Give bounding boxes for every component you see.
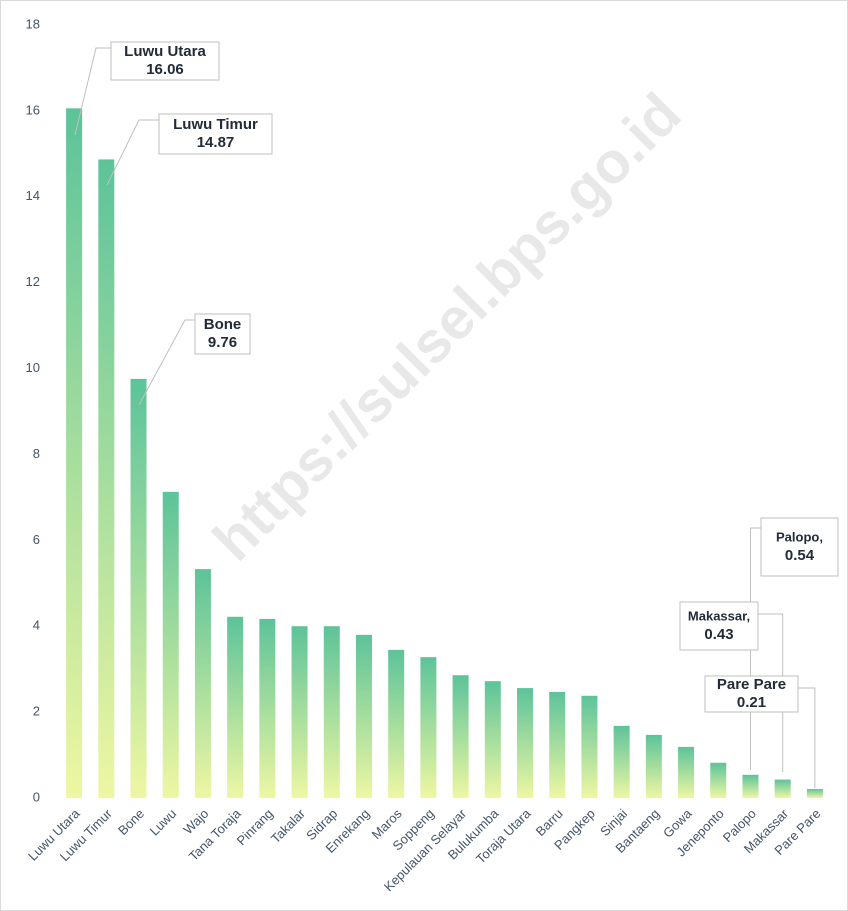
bar — [355, 634, 372, 798]
y-tick-label: 2 — [33, 704, 40, 719]
callout-name: Luwu Utara — [124, 43, 206, 60]
y-tick-label: 18 — [26, 16, 40, 31]
callout-box — [158, 113, 273, 155]
callout-box — [704, 675, 799, 713]
bar — [645, 734, 662, 798]
callout: Makassar, 0.43 — [679, 601, 784, 772]
bar — [420, 657, 437, 798]
callout-value: 0.21 — [737, 694, 766, 711]
callout-box — [760, 517, 839, 577]
bar — [806, 788, 823, 798]
bar — [581, 695, 598, 798]
bar — [66, 108, 83, 798]
bar — [194, 569, 211, 798]
y-tick-label: 12 — [26, 274, 40, 289]
callout-box — [194, 313, 251, 355]
bar — [388, 649, 405, 798]
callout: Palopo, 0.54 — [749, 517, 839, 770]
leader-line — [138, 319, 195, 406]
bar — [130, 378, 147, 798]
callout-name: Bone — [204, 316, 242, 333]
y-tick-label: 16 — [26, 102, 40, 117]
bar — [549, 691, 566, 798]
bar — [742, 774, 759, 798]
callout-name: Makassar, — [688, 608, 750, 623]
callout-box — [679, 601, 759, 651]
leader-line — [798, 687, 816, 788]
bar — [710, 762, 727, 798]
bar — [98, 159, 115, 798]
callout-value: 0.43 — [704, 626, 733, 643]
bar — [259, 618, 276, 798]
y-tick-label: 0 — [33, 789, 40, 804]
y-tick-label: 10 — [26, 360, 40, 375]
y-tick-label: 4 — [33, 618, 40, 633]
y-tick-label: 14 — [26, 188, 40, 203]
leader-line — [758, 613, 784, 772]
callout-value: 9.76 — [208, 334, 237, 351]
bar — [678, 746, 695, 798]
callout-name: Palopo, — [776, 529, 823, 544]
callout-name: Luwu Timur — [173, 116, 258, 133]
y-tick-label: 6 — [33, 532, 40, 547]
leader-line — [74, 47, 111, 136]
callout-value: 16.06 — [146, 61, 184, 78]
bar — [323, 626, 340, 798]
bar — [774, 779, 791, 798]
callout-box — [110, 41, 220, 81]
callout-value: 14.87 — [197, 134, 235, 151]
bar — [227, 616, 244, 798]
bar — [517, 688, 534, 798]
bar — [291, 626, 308, 798]
callout-value: 0.54 — [785, 547, 815, 564]
bar — [484, 681, 501, 798]
callout-name: Pare Pare — [717, 676, 786, 693]
leader-line — [106, 119, 159, 186]
bar — [162, 491, 179, 798]
y-tick-label: 8 — [33, 446, 40, 461]
bar — [613, 725, 630, 798]
bar — [452, 675, 469, 798]
